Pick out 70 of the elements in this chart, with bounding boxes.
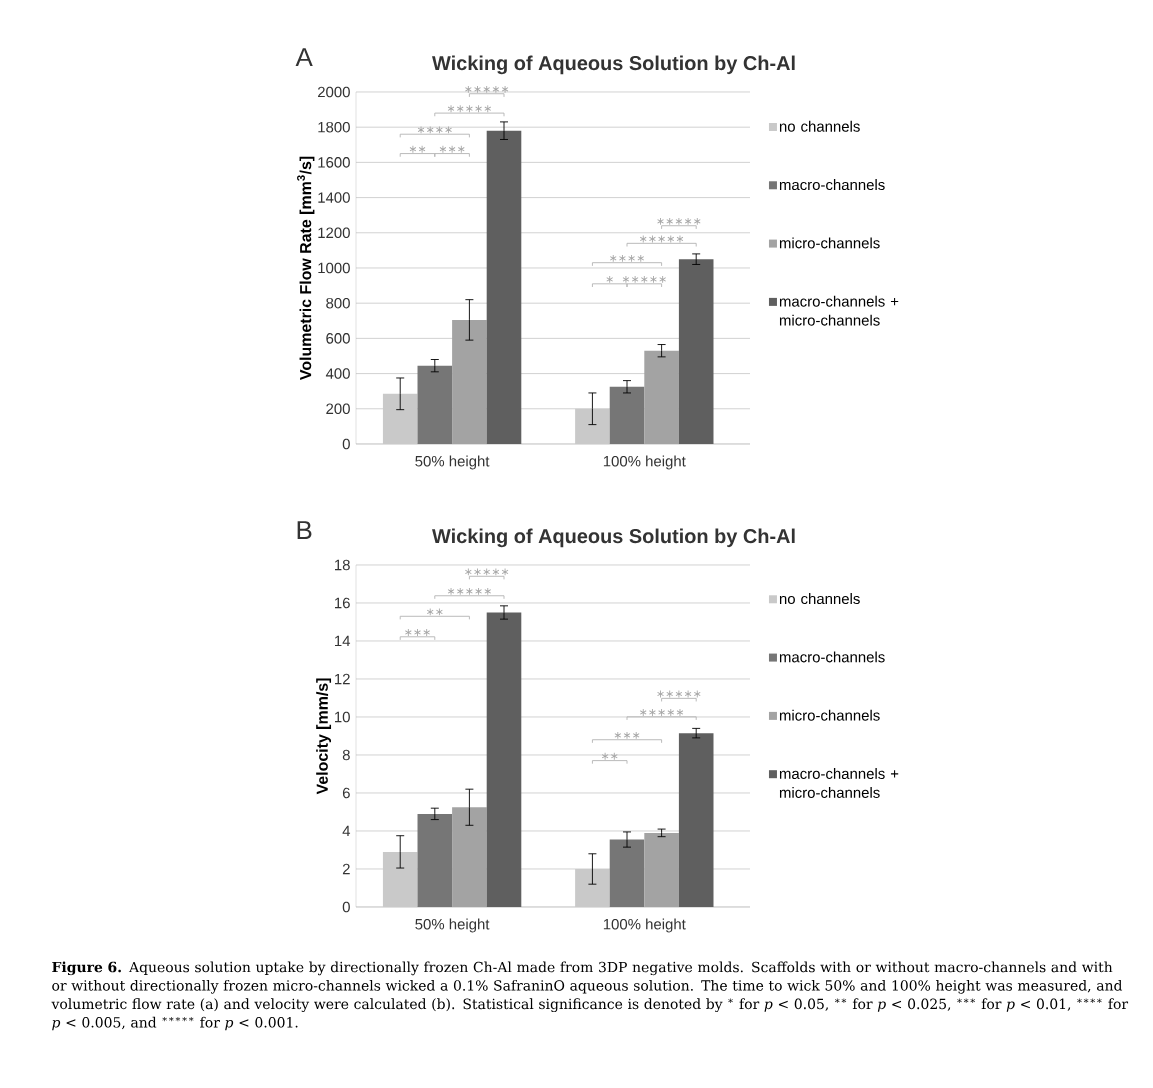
legend-label: macro-channels + micro-channels — [779, 768, 899, 798]
y-tick-label: 18 — [335, 559, 350, 571]
y-tick-label: 1600 — [318, 157, 350, 168]
x-tick-label: 100% height — [603, 455, 686, 470]
y-axis-title: Volumetric Flow Rate [mm$^{3}$/s] — [297, 156, 315, 381]
annotation: ∗∗∗∗∗ — [657, 690, 701, 698]
y-tick-label: 1800 — [318, 121, 350, 133]
x-tick-label: 50% height — [415, 918, 490, 933]
y-tick-label: 600 — [326, 333, 350, 344]
bar — [452, 319, 487, 444]
legend-label: micro-channels — [779, 237, 880, 249]
y-tick-label: 12 — [335, 673, 350, 685]
y-tick-label: 1400 — [318, 192, 350, 203]
bar — [486, 612, 522, 907]
bar — [417, 813, 453, 907]
legend-label: micro-channels — [779, 709, 880, 721]
text: A — [295, 48, 313, 66]
annotation: ∗∗∗∗∗ — [657, 217, 701, 225]
bar — [678, 259, 714, 444]
chart-title: Wicking of Aqueous Solution by Ch-Al — [432, 55, 795, 75]
y-tick-label: 8 — [342, 749, 350, 761]
annotation: ∗∗∗∗∗ — [447, 105, 491, 113]
annotation: ∗∗∗ — [405, 629, 430, 636]
y-tick-label: 2 — [342, 863, 350, 875]
bar — [609, 386, 645, 444]
legend-label: macro-channels — [779, 179, 885, 191]
legend-label: no channels — [779, 593, 860, 605]
text: B — [297, 521, 312, 539]
annotation: ∗∗∗∗∗ — [640, 709, 684, 716]
y-tick-label: 800 — [326, 297, 350, 309]
annotation: ∗ — [606, 276, 613, 283]
y-tick-label: 2000 — [317, 86, 350, 98]
bar — [644, 350, 679, 444]
y-tick-label: 4 — [342, 825, 351, 837]
annotation: ∗∗ — [601, 752, 618, 760]
bar — [486, 130, 522, 444]
y-tick-label: 16 — [335, 597, 350, 609]
bar — [417, 365, 453, 444]
y-axis-title: Velocity [mm/s] — [316, 678, 332, 795]
annotation: ∗∗∗∗∗ — [640, 235, 684, 243]
bar — [678, 733, 714, 907]
annotation: ∗∗ — [409, 145, 426, 153]
annotation: ∗∗∗∗∗ — [622, 276, 666, 283]
y-tick-label: 10 — [335, 711, 350, 723]
bar — [644, 832, 679, 907]
y-tick-label: 1000 — [318, 262, 350, 274]
annotation: ∗∗∗∗ — [610, 254, 644, 262]
legend-label: macro-channels — [779, 651, 885, 663]
y-tick-label: 0 — [342, 901, 350, 913]
annotation: ∗∗∗∗∗ — [465, 85, 509, 93]
annotation: ∗∗∗∗∗ — [465, 568, 509, 576]
y-tick-label: 1200 — [318, 227, 350, 239]
annotation: ∗∗∗∗∗ — [447, 587, 491, 595]
annotation: ∗∗∗ — [614, 731, 640, 739]
y-tick-label: 400 — [325, 368, 350, 379]
annotation: ∗∗ — [427, 608, 443, 616]
legend-label: no channels — [779, 120, 860, 132]
y-tick-label: 6 — [342, 787, 350, 799]
chart-title: Wicking of Aqueous Solution by Ch-Al — [432, 528, 795, 548]
bar — [609, 839, 645, 907]
y-tick-label: 14 — [335, 635, 351, 647]
annotation: ∗∗∗ — [439, 145, 465, 153]
annotation: ∗∗∗∗ — [417, 126, 452, 134]
bar — [452, 807, 487, 907]
x-tick-label: 100% height — [603, 918, 686, 933]
x-tick-label: 50% height — [415, 455, 490, 470]
text: Figure 6. Aqueous solution uptake by directionally frozen Ch-Al made from 3DP negative molds. Scaffolds with or without macro-channels and with or without directionally frozen micro-channels wicked a 0.1% SafraninO aqueous solution. The time to wick 50% and 100% height was measured, and volumetric flow rate (a) and velocity were calculated (b). Statistical significance is denoted by $^{∗}$ for p < 0.05, $^{∗∗}$ for p < 0.025, $^{∗∗∗}$ for p < 0.01, $^{∗∗∗∗}$ for p < 0.005, and $^{∗∗∗∗∗}$ for p < 0.001. — [51, 961, 1129, 1031]
legend-label: macro-channels + micro-channels — [779, 295, 899, 326]
y-tick-label: 200 — [326, 403, 350, 415]
y-tick-label: 0 — [342, 438, 350, 450]
